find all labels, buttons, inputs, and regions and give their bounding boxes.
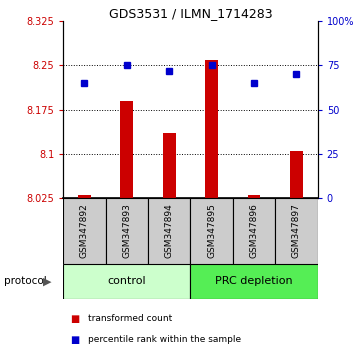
Text: GSM347897: GSM347897 [292,204,301,258]
Bar [205,59,218,198]
Bar [275,198,318,264]
Bar [190,198,233,264]
Text: ▶: ▶ [43,276,51,286]
Bar [63,264,190,299]
Bar [105,198,148,264]
Title: GDS3531 / ILMN_1714283: GDS3531 / ILMN_1714283 [109,7,272,20]
Text: GSM347895: GSM347895 [207,204,216,258]
Text: GSM347893: GSM347893 [122,204,131,258]
Bar [78,195,91,198]
Bar [190,264,318,299]
Bar [63,198,105,264]
Text: PRC depletion: PRC depletion [215,276,293,286]
Bar [290,151,303,198]
Text: control: control [108,276,146,286]
Text: percentile rank within the sample: percentile rank within the sample [88,335,242,344]
Bar [233,198,275,264]
Text: transformed count: transformed count [88,314,173,323]
Text: ■: ■ [70,335,80,345]
Bar [148,198,191,264]
Bar [121,101,133,198]
Text: GSM347896: GSM347896 [249,204,258,258]
Text: GSM347894: GSM347894 [165,204,174,258]
Text: ■: ■ [70,314,80,324]
Text: GSM347892: GSM347892 [80,204,89,258]
Bar [163,133,175,198]
Text: protocol: protocol [4,276,46,286]
Bar [248,195,260,198]
